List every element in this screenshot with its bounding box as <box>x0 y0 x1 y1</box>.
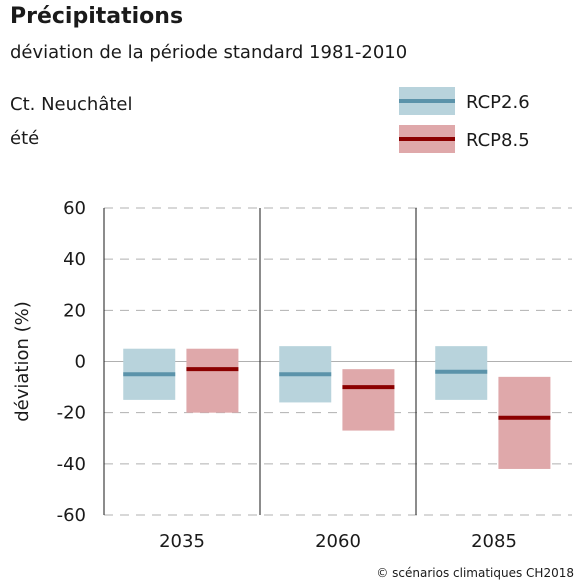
region-label: Ct. Neuchâtel <box>10 94 133 115</box>
x-tick-label-2060: 2060 <box>315 531 361 552</box>
y-tick-label: -20 <box>57 403 86 424</box>
season-label: été <box>10 128 40 149</box>
y-tick-label: -40 <box>57 454 86 475</box>
x-tick-label-2035: 2035 <box>159 531 205 552</box>
legend: RCP2.6 RCP8.5 <box>399 87 530 153</box>
range-band-rcp85-2085 <box>498 376 551 469</box>
chart-title: Précipitations <box>10 4 184 29</box>
y-tick-label: -60 <box>57 505 86 526</box>
y-tick-label: 0 <box>75 352 86 373</box>
grid-lines <box>104 207 572 516</box>
range-band-rcp85-2035 <box>186 348 239 413</box>
y-tick-label: 20 <box>63 300 86 321</box>
chart-subtitle: déviation de la période standard 1981-20… <box>10 42 408 63</box>
y-tick-label: 40 <box>63 249 86 270</box>
y-axis-label: déviation (%) <box>12 301 33 422</box>
legend-label-rcp85: RCP8.5 <box>466 130 530 151</box>
legend-label-rcp26: RCP2.6 <box>466 92 530 113</box>
chart-bars <box>123 346 551 469</box>
y-tick-label: 60 <box>63 198 86 219</box>
credit-text: © scénarios climatiques CH2018 <box>376 566 574 580</box>
range-band-rcp85-2060 <box>342 369 395 431</box>
axes: -60 -40 -20 0 20 40 60 2035 2060 2085 déviation (%… <box>12 198 517 552</box>
x-tick-label-2085: 2085 <box>471 531 517 552</box>
